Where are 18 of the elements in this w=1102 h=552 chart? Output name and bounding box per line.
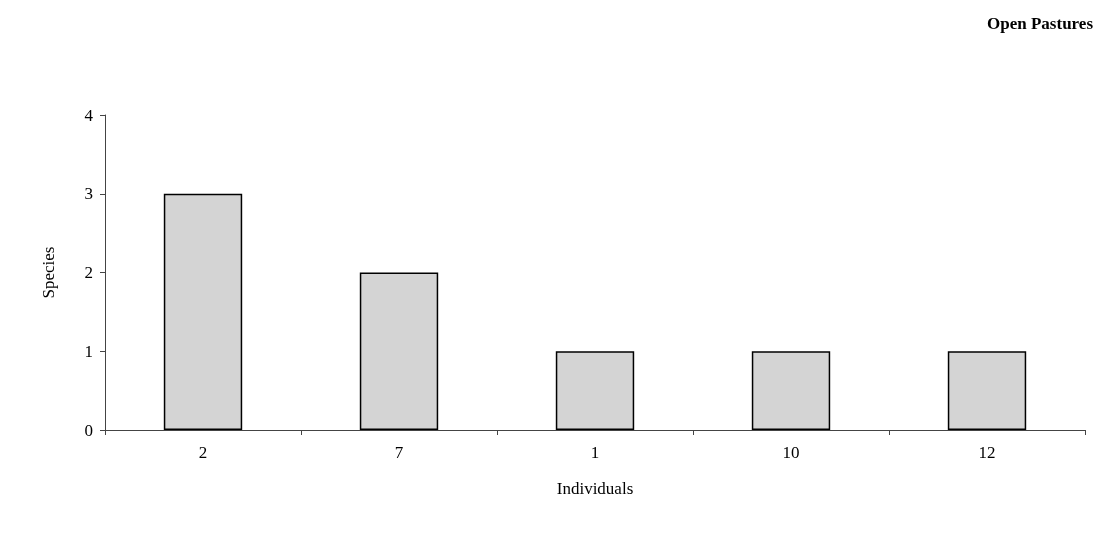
x-tick-label: 12 [978, 443, 996, 462]
x-tick-label: 2 [198, 443, 208, 462]
x-tick-label: 1 [590, 443, 600, 462]
y-tick-label: 3 [84, 184, 93, 204]
y-tick-label: 0 [84, 420, 93, 440]
x-tick-label: 10 [782, 443, 800, 462]
bar [555, 351, 635, 430]
bar [947, 351, 1027, 430]
x-axis-title: Individuals [556, 479, 634, 498]
y-tick-label: 2 [84, 263, 93, 282]
y-tick-label: 1 [84, 341, 93, 361]
bar [751, 351, 831, 430]
x-tick-label: 7 [394, 443, 404, 462]
chart-title: Open Pastures [987, 14, 1094, 33]
bar [163, 193, 243, 430]
bar [359, 272, 439, 430]
y-tick-label: 4 [84, 105, 94, 125]
y-axis-title: Species [39, 246, 58, 299]
